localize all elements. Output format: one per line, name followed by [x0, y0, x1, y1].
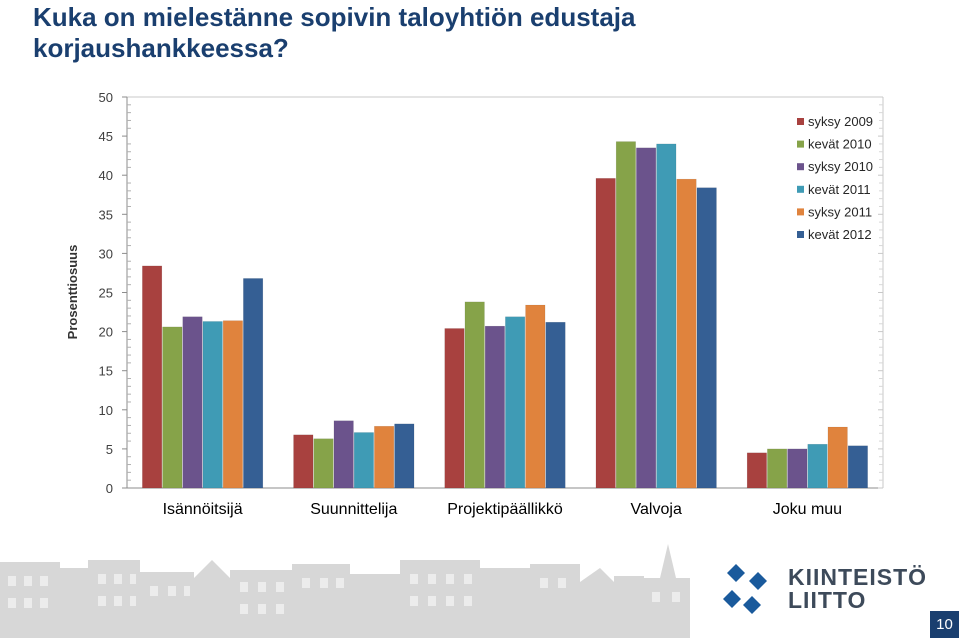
- legend-label: syksy 2010: [808, 159, 873, 174]
- bar: syksy 2011: 7.8: [827, 426, 848, 489]
- bar: syksy 2009: 39.6: [595, 178, 616, 489]
- y-tick-label: 45: [99, 129, 113, 144]
- y-tick-label: 20: [99, 325, 113, 340]
- legend-swatch: [797, 118, 804, 125]
- bar: syksy 2009: 6.8: [293, 434, 314, 489]
- bar: kevät 2011: 7.1: [353, 432, 374, 489]
- bar: kevät 2011: 5.6: [807, 443, 828, 489]
- bar: syksy 2010: 43.5: [636, 147, 657, 489]
- bar: syksy 2009: 4.5: [746, 452, 767, 489]
- bar: kevät 2012: 5.4: [847, 445, 868, 489]
- logo-line-2: LIITTO: [788, 587, 867, 613]
- logo-line-1: KIINTEISTÖ: [788, 564, 928, 590]
- y-tick-label: 5: [106, 442, 113, 457]
- logo-wordmark: KIINTEISTÖ LIITTO: [788, 566, 948, 612]
- bar: syksy 2009: 28.4: [142, 265, 163, 489]
- bar: kevät 2011: 44: [656, 143, 677, 489]
- legend-swatch: [797, 208, 804, 216]
- city-skyline-image: [0, 544, 690, 638]
- legend-label: syksy 2011: [808, 204, 872, 219]
- bar: syksy 2011: 39.5: [676, 178, 697, 489]
- x-category-label: Isännöitsijä: [163, 501, 243, 518]
- legend-swatch: [797, 140, 804, 148]
- y-tick-label: 40: [99, 168, 113, 183]
- bar: kevät 2010: 5: [767, 448, 788, 489]
- y-tick-label: 15: [99, 364, 113, 379]
- y-tick-label: 50: [99, 90, 113, 105]
- legend-label: kevät 2012: [808, 227, 872, 242]
- y-tick-label: 10: [99, 403, 113, 418]
- legend-label: syksy 2009: [808, 114, 873, 129]
- bar: syksy 2010: 21.9: [182, 316, 203, 489]
- bar: syksy 2011: 21.4: [222, 320, 243, 489]
- bar: syksy 2010: 20.7: [484, 325, 505, 489]
- legend-swatch: [797, 163, 804, 171]
- x-category-label: Projektipäällikkö: [447, 501, 563, 518]
- bar: kevät 2010: 6.3: [313, 438, 334, 489]
- page-number: 10: [930, 611, 959, 638]
- legend-label: kevät 2011: [808, 182, 871, 197]
- x-category-label: Valvoja: [631, 501, 682, 518]
- grouped-bar-chart: 0 5 10 15 20 25 30 35 40 45 50 Prosenttiosuus Isännö…: [65, 90, 884, 518]
- bar: kevät 2010: 44.3: [615, 141, 636, 489]
- bar: kevät 2010: 20.6: [162, 326, 183, 489]
- bar: kevät 2011: 21.3: [202, 321, 223, 489]
- bar: syksy 2011: 7.9: [374, 425, 395, 489]
- bar: kevät 2012: 38.4: [696, 187, 717, 489]
- bar: kevät 2012: 8.2: [394, 423, 415, 489]
- bar: syksy 2010: 5: [787, 448, 808, 489]
- x-category-label: Suunnittelija: [310, 501, 397, 518]
- kiinteistoliitto-logo-icon: [723, 564, 767, 614]
- bar: syksy 2011: 23.4: [525, 304, 546, 489]
- y-tick-label: 25: [99, 286, 113, 301]
- y-tick-label: 30: [99, 246, 113, 261]
- slide-title: Kuka on mielestänne sopivin taloyhtiön e…: [33, 2, 636, 63]
- legend-swatch: [797, 231, 804, 238]
- bar: kevät 2011: 21.9: [505, 316, 526, 489]
- chart-bars: syksy 2009: 28.4kevät 2010: 20.6syksy 20…: [142, 141, 868, 489]
- y-axis-title: Prosenttiosuus: [65, 245, 80, 340]
- bar: kevät 2012: 21.2: [545, 321, 566, 489]
- y-tick-label: 35: [99, 207, 113, 222]
- bar: kevät 2012: 26.8: [243, 278, 264, 489]
- chart-legend: syksy 2009 kevät 2010 syksy 2010 kevät 2011…: [797, 114, 873, 242]
- bar: kevät 2010: 23.8: [464, 301, 485, 489]
- y-tick-label: 0: [106, 481, 113, 496]
- legend-label: kevät 2010: [808, 137, 872, 152]
- bar: syksy 2010: 8.6: [333, 420, 354, 489]
- x-category-label: Joku muu: [773, 501, 842, 518]
- legend-swatch: [797, 185, 804, 193]
- bar: syksy 2009: 20.4: [444, 328, 465, 489]
